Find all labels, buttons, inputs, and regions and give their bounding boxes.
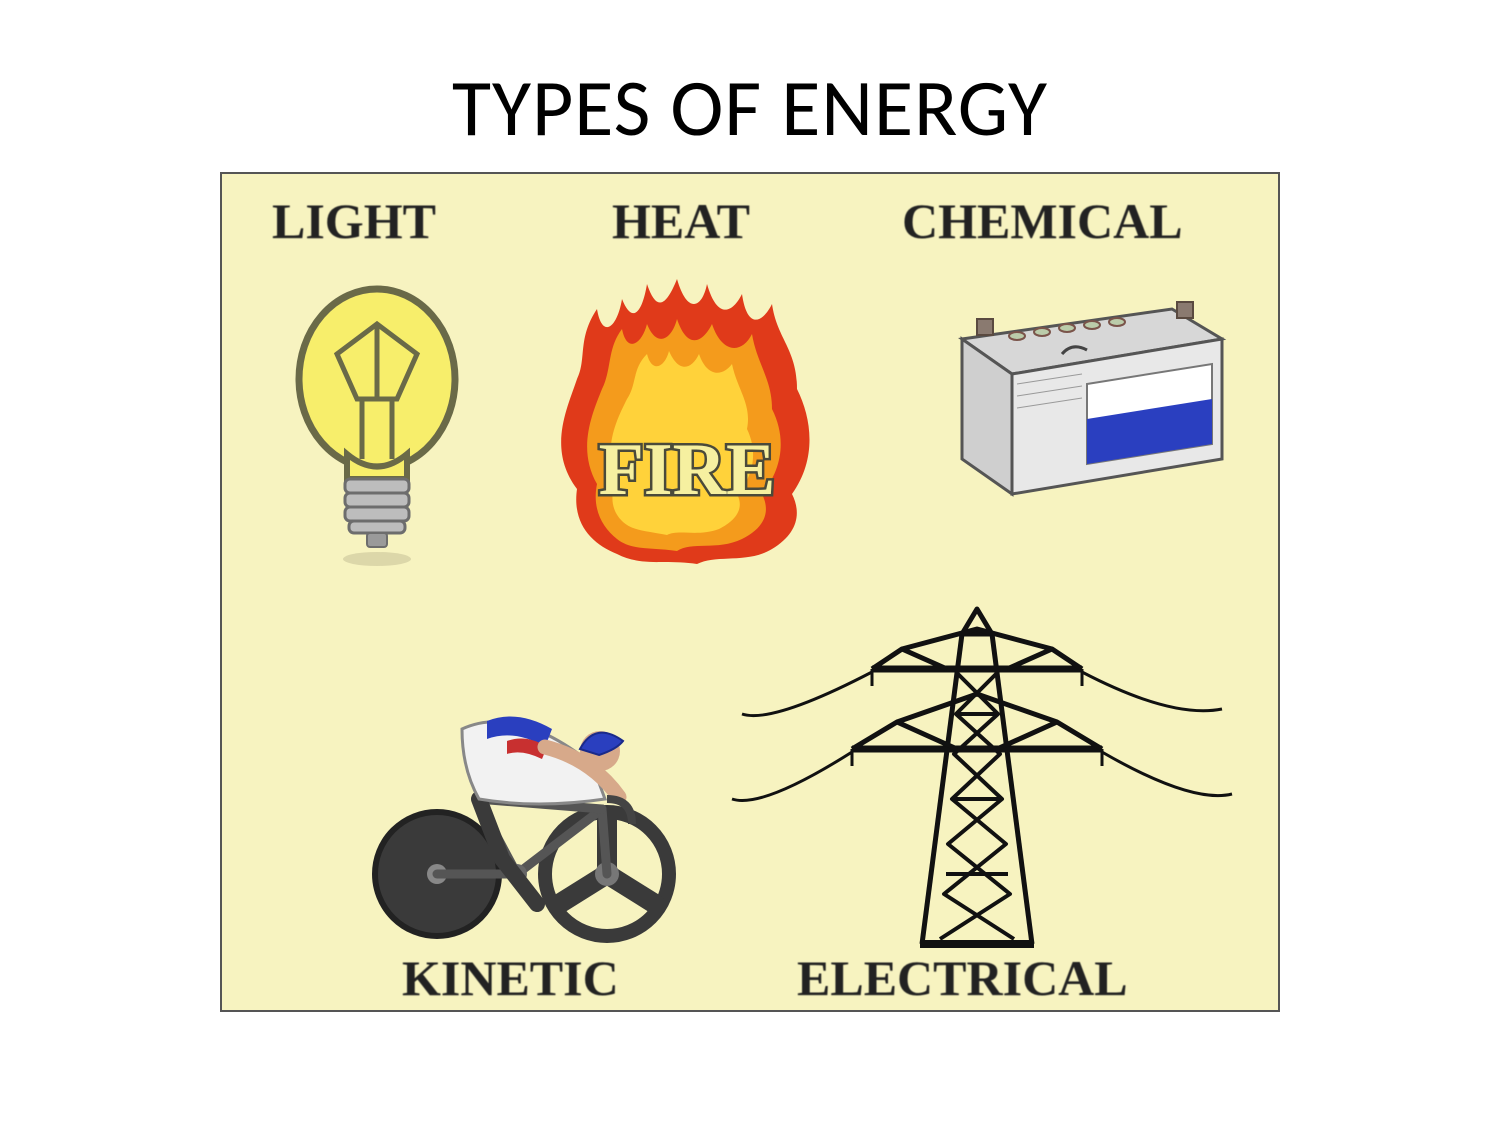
fire-icon: FIRE [547, 269, 827, 569]
battery-icon [922, 284, 1232, 504]
fire-word: FIRE [599, 429, 776, 511]
pylon-icon [802, 594, 1152, 954]
label-kinetic: KINETIC [402, 949, 619, 1007]
label-light: LIGHT [272, 192, 436, 250]
lightbulb-icon [277, 284, 477, 574]
label-heat: HEAT [612, 192, 750, 250]
label-chemical: CHEMICAL [902, 192, 1183, 250]
energy-panel: LIGHT HEAT CHEMICAL KINETIC ELECTRICAL [220, 172, 1280, 1012]
slide: TYPES OF ENERGY LIGHT HEAT CHEMICAL KINE… [0, 0, 1500, 1125]
label-electrical: ELECTRICAL [797, 949, 1128, 1007]
cyclist-icon [367, 649, 697, 949]
page-title: TYPES OF ENERGY [0, 60, 1500, 157]
